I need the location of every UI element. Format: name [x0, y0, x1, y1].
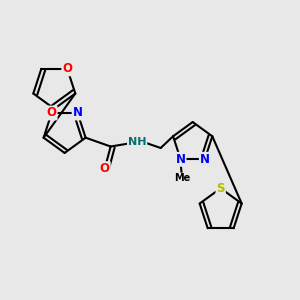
Text: O: O [62, 62, 72, 75]
Text: O: O [46, 106, 57, 119]
Text: N: N [176, 153, 186, 166]
Text: O: O [100, 162, 110, 175]
Text: N: N [73, 106, 82, 119]
Text: Me: Me [174, 173, 190, 184]
Text: NH: NH [128, 137, 146, 147]
Text: S: S [216, 182, 225, 195]
Text: N: N [200, 153, 210, 166]
